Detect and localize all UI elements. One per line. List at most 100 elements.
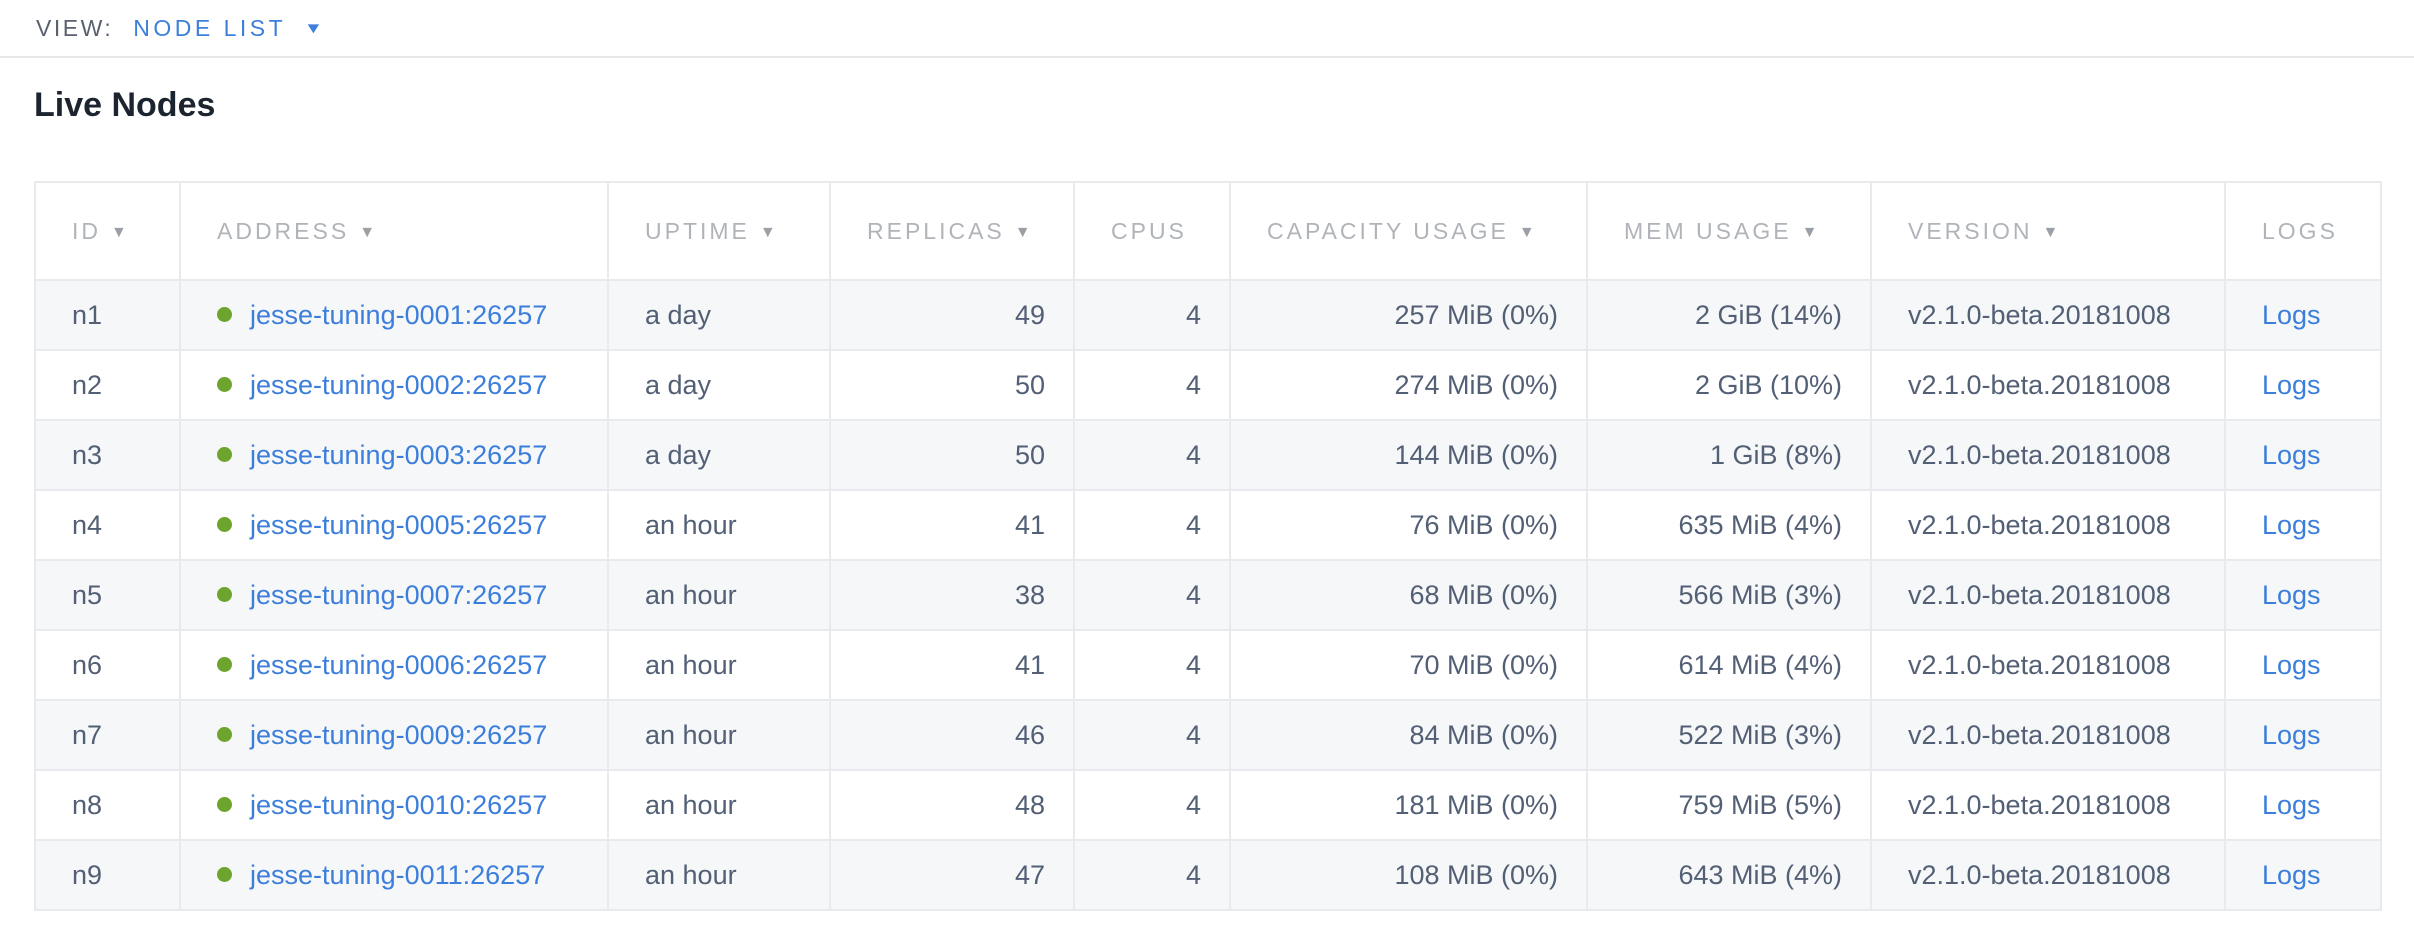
cell-capacity: 181 MiB (0%) bbox=[1229, 769, 1588, 841]
cell-value-id: n5 bbox=[72, 579, 103, 610]
cell-version: v2.1.0-beta.20181008 bbox=[1870, 419, 2226, 491]
column-header-mem[interactable]: MEM USAGE ▼ bbox=[1586, 181, 1872, 281]
cell-replicas: 47 bbox=[829, 839, 1075, 911]
logs-link[interactable]: Logs bbox=[2262, 509, 2321, 540]
cell-value-replicas: 46 bbox=[1014, 719, 1045, 750]
cell-id: n8 bbox=[34, 769, 181, 841]
cell-value-version: v2.1.0-beta.20181008 bbox=[1908, 719, 2171, 750]
logs-link[interactable]: Logs bbox=[2262, 789, 2321, 820]
cell-cpus: 4 bbox=[1073, 349, 1231, 421]
column-header-logs: LOGS bbox=[2224, 181, 2382, 281]
cell-value-version: v2.1.0-beta.20181008 bbox=[1908, 369, 2171, 400]
logs-link[interactable]: Logs bbox=[2262, 859, 2321, 890]
column-header-label: VERSION bbox=[1908, 217, 2033, 244]
cell-value-cpus: 4 bbox=[1185, 859, 1201, 890]
cell-replicas: 50 bbox=[829, 419, 1075, 491]
logs-link[interactable]: Logs bbox=[2262, 649, 2321, 680]
column-header-uptime[interactable]: UPTIME ▼ bbox=[607, 181, 831, 281]
node-address-link[interactable]: jesse-tuning-0009:26257 bbox=[250, 719, 548, 750]
cell-value-replicas: 48 bbox=[1014, 789, 1045, 820]
sort-desc-icon: ▼ bbox=[359, 223, 376, 241]
cell-id: n4 bbox=[34, 489, 181, 561]
cell-replicas: 41 bbox=[829, 629, 1075, 701]
node-live-status-icon bbox=[217, 586, 232, 602]
cell-logs: Logs bbox=[2224, 839, 2382, 911]
column-header-replicas[interactable]: REPLICAS ▼ bbox=[829, 181, 1075, 281]
cell-value-replicas: 47 bbox=[1014, 859, 1045, 890]
logs-link[interactable]: Logs bbox=[2262, 439, 2321, 470]
sort-desc-icon: ▼ bbox=[1801, 223, 1818, 241]
cell-value-mem: 2 GiB (14%) bbox=[1694, 299, 1842, 330]
sort-desc-icon: ▼ bbox=[111, 223, 127, 241]
node-address-link[interactable]: jesse-tuning-0007:26257 bbox=[250, 579, 548, 610]
cell-value-version: v2.1.0-beta.20181008 bbox=[1908, 509, 2171, 540]
cell-value-uptime: a day bbox=[645, 439, 712, 470]
cell-value-capacity: 144 MiB (0%) bbox=[1394, 439, 1558, 470]
cell-value-version: v2.1.0-beta.20181008 bbox=[1908, 859, 2171, 890]
cell-version: v2.1.0-beta.20181008 bbox=[1870, 559, 2226, 631]
column-header-address[interactable]: ADDRESS ▼ bbox=[179, 181, 609, 281]
cell-value-replicas: 50 bbox=[1014, 369, 1045, 400]
node-address-link[interactable]: jesse-tuning-0001:26257 bbox=[250, 299, 548, 330]
cell-logs: Logs bbox=[2224, 699, 2382, 771]
cell-value-replicas: 41 bbox=[1014, 509, 1045, 540]
column-header-label: UPTIME bbox=[645, 217, 750, 244]
node-address-link[interactable]: jesse-tuning-0005:26257 bbox=[250, 509, 548, 540]
cell-id: n5 bbox=[34, 559, 181, 631]
node-address-link[interactable]: jesse-tuning-0011:26257 bbox=[250, 859, 546, 890]
cell-value-id: n3 bbox=[72, 439, 103, 470]
chevron-down-icon: ▼ bbox=[303, 19, 324, 37]
node-address-link[interactable]: jesse-tuning-0006:26257 bbox=[250, 649, 548, 680]
column-header-version[interactable]: VERSION ▼ bbox=[1870, 181, 2226, 281]
column-header-capacity[interactable]: CAPACITY USAGE ▼ bbox=[1229, 181, 1588, 281]
column-header-id[interactable]: ID ▼ bbox=[34, 181, 181, 281]
cell-uptime: a day bbox=[607, 279, 831, 351]
cell-version: v2.1.0-beta.20181008 bbox=[1870, 699, 2226, 771]
cell-uptime: a day bbox=[607, 349, 831, 421]
table-row: n8 jesse-tuning-0010:26257 an hour 48 4 181 M… bbox=[34, 769, 2382, 841]
cell-value-uptime: an hour bbox=[645, 719, 737, 750]
cell-value-mem: 566 MiB (3%) bbox=[1678, 579, 1842, 610]
node-live-status-icon bbox=[217, 516, 232, 532]
view-label: VIEW: bbox=[36, 14, 114, 41]
cell-value-cpus: 4 bbox=[1185, 789, 1201, 820]
cell-version: v2.1.0-beta.20181008 bbox=[1870, 769, 2226, 841]
node-live-status-icon bbox=[217, 306, 232, 322]
table-row: n9 jesse-tuning-0011:26257 an hour 47 4 108 M… bbox=[34, 839, 2382, 911]
cell-logs: Logs bbox=[2224, 349, 2382, 421]
cell-value-capacity: 108 MiB (0%) bbox=[1394, 859, 1558, 890]
cell-value-cpus: 4 bbox=[1185, 719, 1201, 750]
cell-value-uptime: an hour bbox=[645, 789, 737, 820]
column-header-label: ADDRESS bbox=[217, 217, 350, 244]
view-dropdown[interactable]: NODE LIST ▼ bbox=[133, 15, 324, 42]
logs-link[interactable]: Logs bbox=[2262, 299, 2321, 330]
cell-mem: 2 GiB (14%) bbox=[1586, 279, 1872, 351]
cell-value-capacity: 70 MiB (0%) bbox=[1409, 649, 1558, 680]
node-address-link[interactable]: jesse-tuning-0003:26257 bbox=[250, 439, 548, 470]
node-address-link[interactable]: jesse-tuning-0010:26257 bbox=[250, 789, 548, 820]
cell-value-mem: 2 GiB (10%) bbox=[1694, 369, 1842, 400]
cell-address: jesse-tuning-0005:26257 bbox=[179, 489, 609, 561]
cell-mem: 614 MiB (4%) bbox=[1586, 629, 1872, 701]
cell-value-capacity: 257 MiB (0%) bbox=[1394, 299, 1558, 330]
cell-cpus: 4 bbox=[1073, 419, 1231, 491]
cell-mem: 2 GiB (10%) bbox=[1586, 349, 1872, 421]
logs-link[interactable]: Logs bbox=[2262, 579, 2321, 610]
cell-cpus: 4 bbox=[1073, 559, 1231, 631]
cell-logs: Logs bbox=[2224, 489, 2382, 561]
cell-cpus: 4 bbox=[1073, 629, 1231, 701]
cell-capacity: 76 MiB (0%) bbox=[1229, 489, 1588, 561]
cell-mem: 522 MiB (3%) bbox=[1586, 699, 1872, 771]
logs-link[interactable]: Logs bbox=[2262, 369, 2321, 400]
logs-link[interactable]: Logs bbox=[2262, 719, 2321, 750]
node-address-link[interactable]: jesse-tuning-0002:26257 bbox=[250, 369, 548, 400]
cell-address: jesse-tuning-0010:26257 bbox=[179, 769, 609, 841]
cell-id: n3 bbox=[34, 419, 181, 491]
cell-value-id: n9 bbox=[72, 859, 103, 890]
view-selector-bar: VIEW: NODE LIST ▼ bbox=[0, 0, 2414, 58]
cell-address: jesse-tuning-0006:26257 bbox=[179, 629, 609, 701]
cell-value-uptime: an hour bbox=[645, 579, 737, 610]
cell-address: jesse-tuning-0011:26257 bbox=[179, 839, 609, 911]
column-header-label: CPUS bbox=[1111, 217, 1187, 244]
column-header-label: REPLICAS bbox=[867, 217, 1005, 244]
